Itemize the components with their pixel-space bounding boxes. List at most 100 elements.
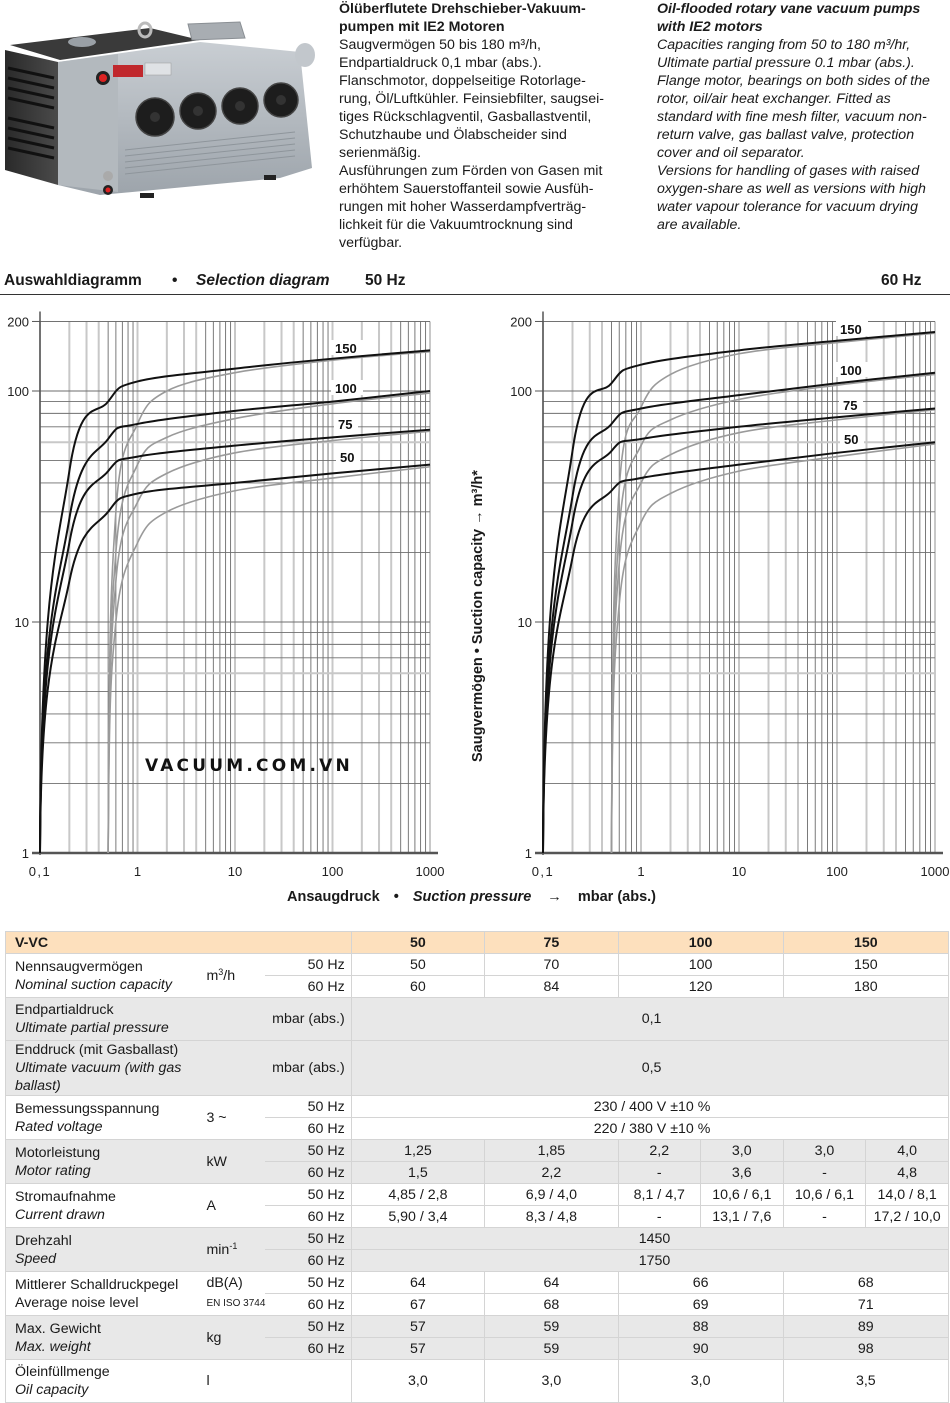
section-title-english: Selection diagram [196,272,330,289]
table-row: Motorleistung Motor rating kW 50 Hz 1,25 … [5,1139,949,1184]
cell: 68 [782,1271,950,1294]
description-german-title: Ölüberflutete Drehschieber-Vakuum- pumpe… [339,0,639,36]
label-de: Enddruck (mit Gasballast) [15,1042,179,1058]
table-header-row: V-VC 50 75 100 150 [5,931,950,954]
table-row: 60 Hz 5,90 / 3,4 8,3 / 4,8 - 13,1 / 7,6 … [6,1205,949,1228]
cell: 84 [484,975,619,998]
row-unit: kW [204,1139,266,1184]
description-line: Saugvermögen 50 bis 180 m³/h, [339,37,541,53]
table-row: Mittlerer Schalldruckpegel Average noise … [5,1271,950,1316]
cell: 2,2 [484,1161,619,1184]
cell: 13,1 / 7,6 [699,1205,784,1228]
curve-label: 50 [844,432,858,447]
table-row: Öleinfüllmenge Oil capacity l 3,0 3,0 3,0… [5,1359,950,1403]
row-label: Stromaufnahme Current drawn [5,1183,205,1228]
cell: 98 [782,1337,950,1360]
table-row: Stromaufnahme Current drawn A 50 Hz 4,85 … [5,1183,949,1228]
description-line: lichkeit für die Vakuumtrocknung sind [339,217,573,233]
product-image [0,0,330,200]
cell: 0,1 [350,997,950,1041]
curve-50 [39,463,431,854]
x-tick-label: 100 [826,864,848,879]
table-row: 60 Hz 220 / 380 V ±10 % [6,1117,950,1140]
description-line: Flange motor, bearings on both sides of … [657,73,930,89]
cell: 0,5 [350,1040,950,1096]
label-de: Max. Gewicht [15,1320,101,1337]
frequency: 60 Hz [265,1117,352,1140]
label-de: Öleinfüllmenge [15,1364,110,1380]
row-label: Drehzahl Speed [5,1227,205,1272]
y-axis-label-content: Saugvermögen • Suction capacity → m³/h* [470,470,486,762]
frequency: 50 Hz [265,1315,352,1338]
description-line: oxygen-share as well as versions with hi… [657,181,926,197]
curve-label-background [331,340,363,355]
curve-75-gas-ballast [610,408,936,854]
column-header: 50 [350,931,486,954]
description-line: Ultimate partial pressure 0.1 mbar (abs.… [657,55,915,71]
cell: 60 [350,975,486,998]
x-tick-label: 0,1 [532,864,555,879]
y-tick-label: 100 [510,384,532,399]
description-english-body: Capacities ranging from 50 to 180 m³/hr,… [657,36,950,234]
cell: 59 [484,1315,619,1338]
curve-100 [542,371,936,854]
y-tick-label: 1 [22,846,29,861]
cell: 88 [617,1315,784,1338]
cell: 220 / 380 V ±10 % [350,1117,950,1140]
cell: 10,6 / 6,1 [782,1183,867,1206]
cell: 59 [484,1337,619,1360]
cell: 3,0 [350,1359,486,1403]
table-row: 60 Hz 57 59 90 98 [6,1337,950,1360]
curve-150-gas-ballast [107,350,431,854]
description-line: Ausführungen zum Förden von Gasen mit [339,163,603,179]
row-unit: min-1 [204,1227,266,1272]
x-axis-bullet: • [393,889,399,905]
row-label: Enddruck (mit Gasballast) Ultimate vacuum… [5,1040,205,1096]
cell: 90 [617,1337,784,1360]
cell: 70 [484,953,619,976]
label-en: Speed [15,1250,57,1267]
description-line: are available. [657,217,742,233]
curve-label-background [839,397,863,412]
frequency: 60 Hz [265,1161,352,1184]
cell: 71 [782,1293,950,1316]
vacuum-pump-illustration [5,21,315,198]
cell: 67 [350,1293,486,1316]
x-axis-label: Ansaugdruck • Suction pressure → mbar (a… [287,889,656,905]
table-row: Bemessungsspannung Rated voltage 3 ~ 50 H… [5,1095,950,1140]
table-row: Nennsaugvermögen Nominal suction capacity… [5,953,950,998]
frequency: 50 Hz [265,953,352,976]
y-tick-label: 10 [518,615,532,630]
arrow-right-icon: → [547,889,562,905]
watermark: VACUUM.COM.VN [145,756,353,776]
curve-label-background [836,362,868,377]
cell: 4,8 [865,1161,949,1184]
label-en: Rated voltage [15,1118,103,1135]
cell: 1450 [350,1227,950,1250]
description-line: cover and oil separator. [657,145,805,161]
label-en: Motor rating [15,1162,91,1179]
frequency-50hz-label: 50 Hz [365,272,406,289]
x-tick-label: 100 [322,864,344,879]
column-header: 75 [484,931,619,954]
description-line: Flanschmotor, doppelseitige Rotorlage- [339,73,586,89]
title-line: Oil-flooded rotary vane vacuum pumps [657,1,921,17]
curve-label-background [836,321,868,336]
x-tick-label: 10 [228,864,242,879]
curve-75-gas-ballast [107,430,431,854]
curve-label-background [336,449,360,464]
title-line: with IE2 motors [657,19,763,35]
label-en: Ultimate vacuum (with gas ballast) [15,1060,182,1094]
curve-150 [542,331,936,854]
cell: - [617,1205,701,1228]
label-de: Motorleistung [15,1144,101,1161]
curve-100-gas-ballast [107,392,431,854]
cell: 17,2 / 10,0 [865,1205,949,1228]
row-unit: m3/h [204,953,266,998]
specification-table: V-VC 50 75 100 150 Nennsaugvermögen Nomin… [5,931,950,1403]
unit-standard-note: EN ISO 3744 [204,1293,266,1316]
x-tick-label: 1 [637,864,644,879]
cell: 3,5 [782,1359,950,1403]
curve-label: 75 [338,417,352,432]
